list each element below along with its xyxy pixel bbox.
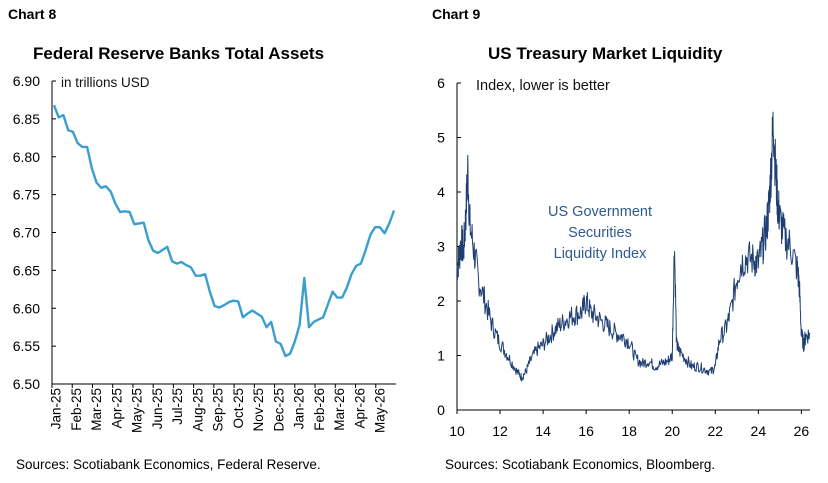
chart-9-x-tick-label: 14	[535, 423, 551, 439]
chart-8-y-tick-label: 6.60	[13, 300, 40, 316]
chart-9-series-label-line1: US Government	[548, 204, 652, 220]
chart-8-x-tick-label: Jun-25	[150, 388, 165, 429]
chart-8-y-tick-label: 6.75	[13, 187, 40, 203]
chart-8-title: Federal Reserve Banks Total Assets	[33, 44, 325, 63]
chart-8-x-tick-label: Aug-25	[190, 388, 205, 432]
chart-9-x-tick-label: 24	[751, 423, 767, 439]
chart-9-x-tick-label: 26	[794, 423, 810, 439]
chart-9-series-label-line2: Securities	[568, 225, 632, 241]
chart-9-x-tick-label: 20	[664, 423, 680, 439]
chart-9-label: Chart 9	[432, 6, 481, 22]
chart-8-x-tick-label: Apr-26	[352, 388, 367, 429]
chart-8-x-tick-label: Mar-25	[89, 388, 104, 431]
chart-8-label: Chart 8	[8, 6, 57, 22]
chart-8-y-tick-label: 6.85	[13, 111, 40, 127]
chart-9-y-tick-label: 4	[437, 184, 445, 200]
chart-9-series-label-line3: Liquidity Index	[554, 246, 647, 262]
chart-8-line-series	[52, 104, 396, 358]
chart-8-x-tick-label: Jul-25	[170, 388, 185, 425]
chart-8-x-tick-label: Jan-25	[49, 388, 64, 429]
chart-9-x-tick-label: 10	[449, 423, 465, 439]
chart-9-unit-annotation: Index, lower is better	[476, 78, 610, 94]
chart-8-plot: in trillions USD 6.90 6.85 6.80 6.75 6.70 6.6…	[13, 73, 396, 433]
chart-9-plot: Index, lower is better US Government Sec…	[437, 75, 811, 439]
chart-8-y-tick-label: 6.65	[13, 262, 40, 278]
chart-8-y-tick-label: 6.55	[13, 338, 40, 354]
chart-8-x-tick-label: Jan-26	[292, 388, 307, 429]
chart-8-x-tick-label: Mar-26	[332, 388, 347, 431]
chart-8-y-tick-label: 6.70	[13, 225, 40, 241]
chart-8-x-tick-label: Nov-25	[251, 388, 266, 432]
chart-8-unit-annotation: in trillions USD	[61, 75, 150, 90]
chart-8-x-tick-label: Feb-26	[312, 388, 327, 431]
chart-8-x-tick-label: Dec-25	[271, 388, 286, 432]
chart-9-x-tick-label: 16	[578, 423, 594, 439]
chart-8-x-tick-label: Sep-25	[211, 388, 226, 432]
chart-9-x-tick-label: 12	[492, 423, 508, 439]
chart-8-x-tick-label: Oct-25	[231, 388, 246, 429]
chart-9-y-tick-label: 2	[437, 293, 445, 309]
chart-8-x-tick-label: Feb-25	[69, 388, 84, 431]
chart-9-x-tick-label: 18	[621, 423, 637, 439]
chart-8-x-tick-label: Apr-25	[109, 388, 124, 429]
chart-9-y-tick-label: 6	[437, 75, 445, 91]
chart-8-y-tick-label: 6.50	[13, 376, 40, 392]
chart-9-source: Sources: Scotiabank Economics, Bloomberg…	[445, 457, 716, 472]
chart-9-x-tick-label: 22	[708, 423, 724, 439]
chart-9-y-tick-label: 3	[437, 239, 445, 255]
chart-8-x-tick-label: May-26	[372, 388, 387, 433]
chart-9-y-tick-label: 5	[437, 130, 445, 146]
chart-8-x-tick-label: May-25	[130, 388, 145, 433]
chart-9-y-tick-label: 1	[437, 348, 445, 364]
chart-8-source: Sources: Scotiabank Economics, Federal R…	[16, 457, 321, 472]
chart-9-line-series	[456, 111, 811, 382]
chart-8-y-tick-label: 6.90	[13, 73, 40, 89]
chart-9-y-tick-label: 0	[437, 402, 445, 418]
chart-9-panel: Chart 9 US Treasury Market Liquidity Ind…	[414, 0, 828, 483]
chart-8-panel: Chart 8 Federal Reserve Banks Total Asse…	[8, 6, 396, 472]
chart-8-y-tick-label: 6.80	[13, 149, 40, 165]
chart-9-title: US Treasury Market Liquidity	[488, 44, 723, 63]
